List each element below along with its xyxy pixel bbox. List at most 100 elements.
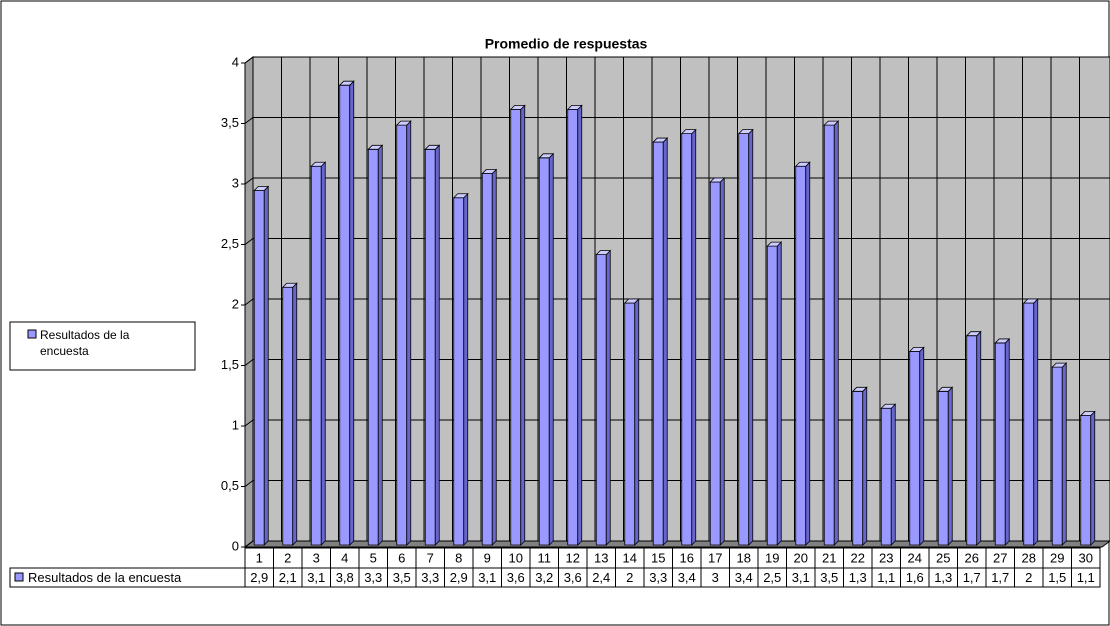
bar (481, 168, 498, 546)
bar-side (1033, 298, 1039, 546)
bar-front (510, 109, 522, 546)
bar (538, 152, 555, 546)
bar-side (1090, 410, 1096, 546)
bar-top (908, 346, 925, 352)
x-tick-label: 6 (398, 550, 405, 565)
bar-side (491, 168, 497, 546)
bar-front (1080, 415, 1092, 546)
bar-side (634, 298, 640, 546)
bar-side (349, 80, 355, 546)
x-tick-label: 10 (509, 550, 523, 565)
bar (367, 144, 384, 546)
grid-line-side (244, 238, 254, 245)
bar-front (1023, 302, 1035, 546)
bar-front (852, 390, 864, 546)
bar-side (862, 386, 868, 546)
bar-side (748, 128, 754, 546)
data-table-value: 3,8 (336, 570, 354, 585)
bar-top (737, 129, 754, 135)
bar-front (966, 335, 978, 546)
data-table-value: 3,3 (649, 570, 667, 585)
x-tick-label: 1 (256, 550, 263, 565)
bar-side (691, 128, 697, 546)
bar-top (395, 120, 412, 126)
bar-front (339, 84, 351, 546)
data-table-value: 1,3 (849, 570, 867, 585)
bar-front (681, 133, 693, 546)
bar (680, 128, 697, 546)
bar-side (833, 120, 839, 546)
grid-line-side (244, 298, 254, 306)
data-table-value: 2,9 (250, 570, 268, 585)
x-tick-label: 24 (908, 550, 922, 565)
bar (994, 337, 1011, 546)
grid-line-side (244, 117, 254, 124)
x-tick-label: 21 (822, 550, 836, 565)
bar-side (263, 185, 269, 546)
bar (965, 330, 982, 546)
x-tick-label: 20 (794, 550, 808, 565)
bar (652, 137, 669, 546)
bar (1051, 362, 1068, 546)
bar-front (453, 197, 465, 546)
bar-front (367, 148, 379, 546)
bar-top (1022, 298, 1039, 304)
x-tick-label: 14 (623, 550, 637, 565)
grid-line-side (244, 480, 254, 487)
bar (823, 120, 840, 546)
bar-side (776, 241, 782, 546)
data-table-value: 1,5 (1048, 570, 1066, 585)
x-tick-label: 18 (737, 550, 751, 565)
grid-line-side (244, 419, 254, 427)
bar (766, 241, 783, 546)
bar-front (567, 109, 579, 546)
x-tick-label: 23 (879, 550, 893, 565)
data-table-value: 2 (1025, 570, 1032, 585)
y-tick-label: 0 (232, 538, 239, 553)
legend-key (27, 329, 37, 339)
data-table-value: 2,4 (592, 570, 610, 585)
y-tick-label: 2,5 (221, 236, 239, 251)
y-tick-label: 3 (232, 175, 239, 190)
bar-front (396, 124, 408, 546)
x-tick-label: 9 (484, 550, 491, 565)
chart-title: Promedio de respuestas (485, 36, 648, 52)
bar (281, 282, 298, 546)
bar-front (994, 342, 1006, 546)
bar-side (919, 346, 925, 546)
legend-label: Resultados de la encuesta (40, 328, 130, 358)
bar-top (623, 298, 640, 304)
bar-side (947, 386, 953, 546)
y-tick-label: 3,5 (221, 115, 239, 130)
bar-front (538, 157, 550, 546)
y-tick-label: 2 (232, 296, 239, 311)
bar-top (253, 186, 270, 191)
bar-front (909, 350, 921, 546)
bar-side (320, 161, 326, 546)
bar (937, 386, 954, 546)
x-tick-label: 19 (765, 550, 779, 565)
bar (338, 80, 355, 546)
x-tick-label: 26 (965, 550, 979, 565)
data-table-value: 3,6 (564, 570, 582, 585)
bar-top (281, 282, 298, 288)
bar-side (976, 330, 982, 546)
x-tick-label: 2 (284, 550, 291, 565)
bar-top (680, 129, 697, 135)
bar (851, 386, 868, 546)
bar (709, 177, 726, 546)
x-tick-label: 3 (313, 550, 320, 565)
y-tick-label: 1 (232, 417, 239, 432)
x-tick-label: 25 (936, 550, 950, 565)
data-table-value: 3,6 (507, 570, 525, 585)
bar (1079, 410, 1096, 546)
bar-top (367, 144, 384, 150)
bar (424, 144, 441, 546)
data-table-value: 3,1 (792, 570, 810, 585)
y-tick-label: 4 (232, 54, 239, 69)
grid-line-side (244, 540, 254, 548)
table-val-row (9, 567, 1101, 588)
data-table-value: 2,9 (450, 570, 468, 585)
bar-top (595, 250, 612, 256)
